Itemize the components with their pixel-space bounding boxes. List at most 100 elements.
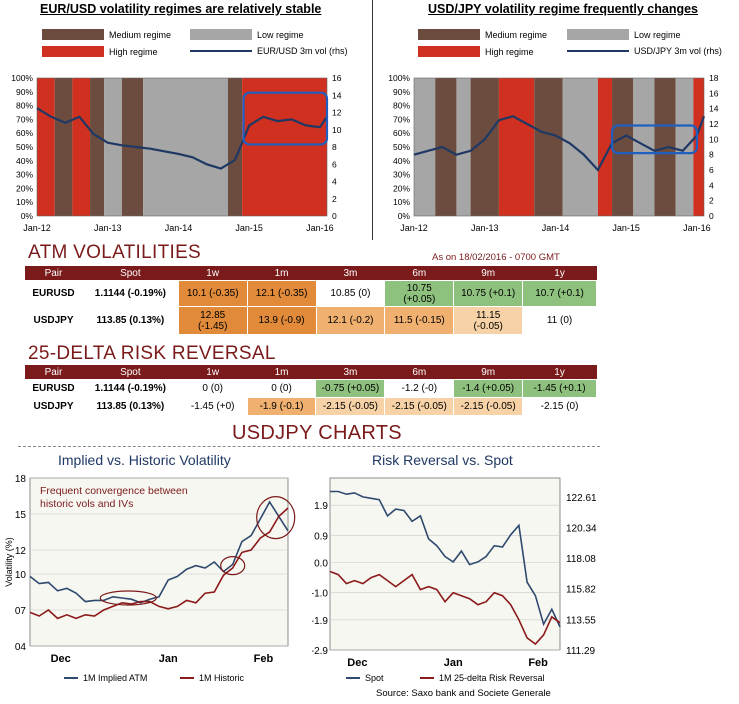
y-tick-right: 120.34: [566, 524, 597, 535]
x-tick: Jan-16: [683, 223, 711, 233]
y-tick: 04: [15, 642, 27, 653]
spot-swatch: [346, 677, 360, 679]
annotation-line-2: historic vols and IVs: [40, 498, 133, 510]
x-tick: Jan-15: [235, 223, 263, 233]
pair-cell: EURUSD: [24, 379, 83, 398]
y-tick-left: 1.9: [314, 501, 328, 512]
spot-cell: 113.85 (0.13%): [81, 397, 179, 416]
implied-vol-line: [29, 500, 289, 604]
y-tick: 18: [15, 474, 27, 485]
usdjpy-charts-title: USDJPY CHARTS: [232, 422, 402, 444]
y-tick: 15: [15, 510, 27, 521]
y-tick-left: 20%: [393, 183, 410, 193]
x-tick: Jan: [159, 653, 178, 665]
right-panel-title: USD/JPY volatility regime frequently cha…: [428, 2, 698, 16]
col-header: 6m: [384, 266, 454, 281]
regime-band: [227, 78, 243, 216]
y-tick-right: 12: [709, 119, 719, 129]
y-tick-right: 2: [332, 194, 337, 204]
x-tick: Dec: [51, 653, 71, 665]
x-tick: Jan-14: [165, 223, 193, 233]
spot-cell: 113.85 (0.13%): [81, 306, 179, 335]
vol-cell: 11.15 (-0.05): [453, 306, 524, 335]
y-tick-right: 0: [709, 211, 714, 221]
legend-medium: Medium regime: [485, 29, 548, 40]
convergence-circle: [220, 555, 246, 576]
plot-area: [329, 477, 561, 651]
implied-chart-title: Implied vs. Historic Volatility: [58, 452, 231, 468]
rr-vs-spot-chart: -2.9 -1.9 -1.0 0.0 0.9 1.9 111.29 113.55 115.82 1…: [312, 477, 597, 669]
regime-band: [72, 78, 91, 216]
col-header: 1m: [247, 365, 316, 380]
col-header: 1w: [178, 266, 248, 281]
panel-divider: [372, 0, 373, 240]
regime-band: [456, 78, 471, 216]
col-header: 3m: [315, 365, 385, 380]
table-row: EURUSD 1.1144 (-0.19%) 0 (0) 0 (0) -0.75…: [24, 379, 597, 398]
y-tick-left: 0%: [21, 211, 34, 221]
y-tick-left: -2.9: [312, 646, 328, 657]
y-tick-right: 4: [709, 180, 714, 190]
rr-cell: -1.2 (-0): [384, 379, 455, 398]
y-tick-left: -1.0: [312, 589, 328, 600]
vol-cell: 10.85 (0): [315, 280, 386, 307]
rr-cell: 0 (0): [246, 379, 317, 398]
x-tick: Dec: [347, 657, 367, 669]
rr-cell: -1.9 (-0.1): [246, 397, 317, 416]
vol-cell: 10.7 (+0.1): [522, 280, 597, 307]
medium-regime-swatch: [42, 29, 104, 40]
high-regime-swatch: [418, 46, 480, 57]
rr-cell: -1.4 (+0.05): [453, 379, 524, 398]
y-tick-left: 40%: [16, 156, 33, 166]
regime-band: [693, 78, 704, 216]
col-header: 1y: [522, 266, 597, 281]
regime-band: [37, 78, 55, 216]
y-tick-right: 113.55: [566, 615, 596, 626]
y-tick-left: 80%: [16, 101, 33, 111]
y-tick-left: 0.9: [314, 531, 328, 542]
y-tick-right: 4: [332, 177, 337, 187]
y-tick-left: 40%: [393, 156, 410, 166]
convergence-circle: [256, 495, 296, 540]
atm-section-title: ATM VOLATILITIES: [28, 242, 202, 263]
y-tick-left: 0%: [398, 211, 411, 221]
legend-implied: 1M Implied ATM: [83, 673, 148, 683]
col-header: 1w: [178, 365, 248, 380]
vol-series-line: [36, 107, 328, 170]
regime-band: [104, 78, 122, 216]
source-note: Source: Saxo bank and Societe Generale: [376, 688, 551, 699]
y-tick: 12: [15, 546, 27, 557]
col-header: Spot: [82, 365, 179, 380]
pair-cell: USDJPY: [24, 306, 83, 335]
low-regime-swatch: [190, 29, 252, 40]
y-tick-right: 118.08: [566, 554, 596, 565]
regime-band: [675, 78, 694, 216]
col-header: 3m: [316, 266, 385, 281]
rr-swatch: [420, 677, 434, 679]
vol-cell: 11.5 (-0.15): [384, 306, 455, 335]
x-tick: Jan-14: [542, 223, 570, 233]
vol-cell: 10.1 (-0.35): [177, 280, 248, 307]
y-tick-right: 0: [332, 211, 337, 221]
y-tick-left: -1.9: [312, 616, 328, 627]
y-tick-right: 111.29: [566, 646, 596, 657]
y-tick-right: 115.82: [566, 585, 596, 596]
risk-reversal-line: [329, 570, 561, 646]
y-tick-right: 6: [332, 159, 337, 169]
regime-band: [143, 78, 228, 216]
y-tick-right: 18: [709, 73, 719, 83]
x-tick: Jan-16: [306, 223, 334, 233]
vol-cell: 10.75 (+0.05): [384, 280, 455, 307]
x-tick: Jan-12: [23, 223, 51, 233]
left-panel-title: EUR/USD volatility regimes are relativel…: [40, 2, 322, 16]
regime-band: [498, 78, 535, 216]
highlight-box: [242, 91, 329, 146]
atm-vol-table: Pair Spot 1w 1m 3m 6m 9m 1y EURUSD 1.114…: [24, 266, 597, 335]
y-tick-left: 70%: [16, 114, 33, 124]
legend-rr: 1M 25-delta Risk Reversal: [439, 673, 545, 683]
col-header: Spot: [82, 266, 179, 281]
x-tick: Jan-13: [471, 223, 499, 233]
vol-line-swatch: [190, 50, 252, 52]
y-tick-right: 10: [332, 125, 342, 135]
y-tick-left: 30%: [16, 170, 33, 180]
